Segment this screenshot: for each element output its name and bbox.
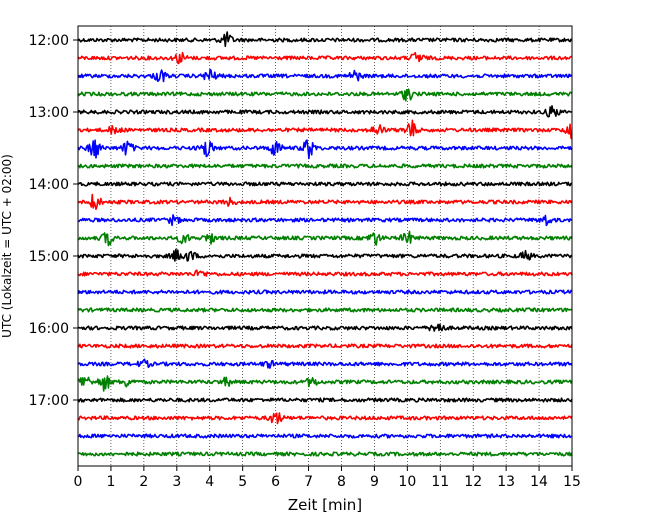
trace-1545 (77, 307, 573, 313)
x-tick-label: 7 (304, 474, 313, 490)
x-tick-label: 15 (563, 474, 581, 490)
trace-1730 (77, 433, 573, 439)
x-tick-label: 6 (271, 474, 280, 490)
trace-1645 (77, 375, 573, 392)
trace-1215 (77, 51, 573, 65)
x-tick-label: 3 (172, 474, 181, 490)
y-axis-title: UTC (Lokalzeit = UTC + 02:00) (0, 154, 14, 338)
y-axis-ticks: 12:00 13:00 14:00 15:00 16:00 17:00 (29, 33, 78, 409)
plot-frame (77, 25, 573, 467)
trace-1445 (77, 230, 573, 247)
trace-1415 (77, 193, 573, 210)
trace-1700 (77, 397, 573, 403)
x-tick-label: 10 (398, 474, 416, 490)
trace-1630 (77, 358, 573, 369)
x-tick-label: 1 (106, 474, 115, 490)
x-tick-label: 2 (139, 474, 148, 490)
x-tick-label: 4 (205, 474, 214, 490)
trace-series (77, 31, 573, 457)
x-tick-label: 9 (370, 474, 379, 490)
trace-1230 (77, 68, 573, 83)
trace-1400 (77, 181, 573, 187)
y-tick-label: 12:00 (29, 33, 69, 49)
x-tick-label: 0 (74, 474, 83, 490)
y-tick-label: 16:00 (29, 321, 69, 337)
y-tick-label: 15:00 (29, 249, 69, 265)
trace-1330 (77, 139, 573, 160)
trace-1515 (77, 269, 573, 277)
trace-1345 (77, 163, 573, 169)
x-tick-label: 12 (464, 474, 482, 490)
x-tick-label: 14 (530, 474, 548, 490)
trace-1600 (77, 323, 573, 332)
trace-1715 (77, 412, 573, 425)
y-tick-label: 17:00 (29, 393, 69, 409)
x-axis-title: Zeit [min] (288, 496, 362, 514)
trace-1615 (77, 343, 573, 349)
x-gridlines (110, 26, 540, 466)
trace-1500 (77, 248, 573, 262)
trace-1745 (77, 451, 573, 457)
trace-1245 (77, 88, 573, 102)
x-tick-label: 8 (337, 474, 346, 490)
trace-1300 (77, 105, 573, 118)
x-axis-ticks: 0 1 2 3 4 5 6 7 8 9 10 11 12 13 14 15 (74, 466, 581, 490)
trace-1315 (77, 119, 573, 140)
x-tick-label: 11 (431, 474, 449, 490)
trace-1530 (77, 289, 573, 295)
x-tick-label: 5 (238, 474, 247, 490)
y-tick-label: 13:00 (29, 105, 69, 121)
y-tick-label: 14:00 (29, 177, 69, 193)
x-tick-label: 13 (497, 474, 515, 490)
trace-1200 (77, 31, 573, 48)
trace-1430 (78, 214, 573, 227)
